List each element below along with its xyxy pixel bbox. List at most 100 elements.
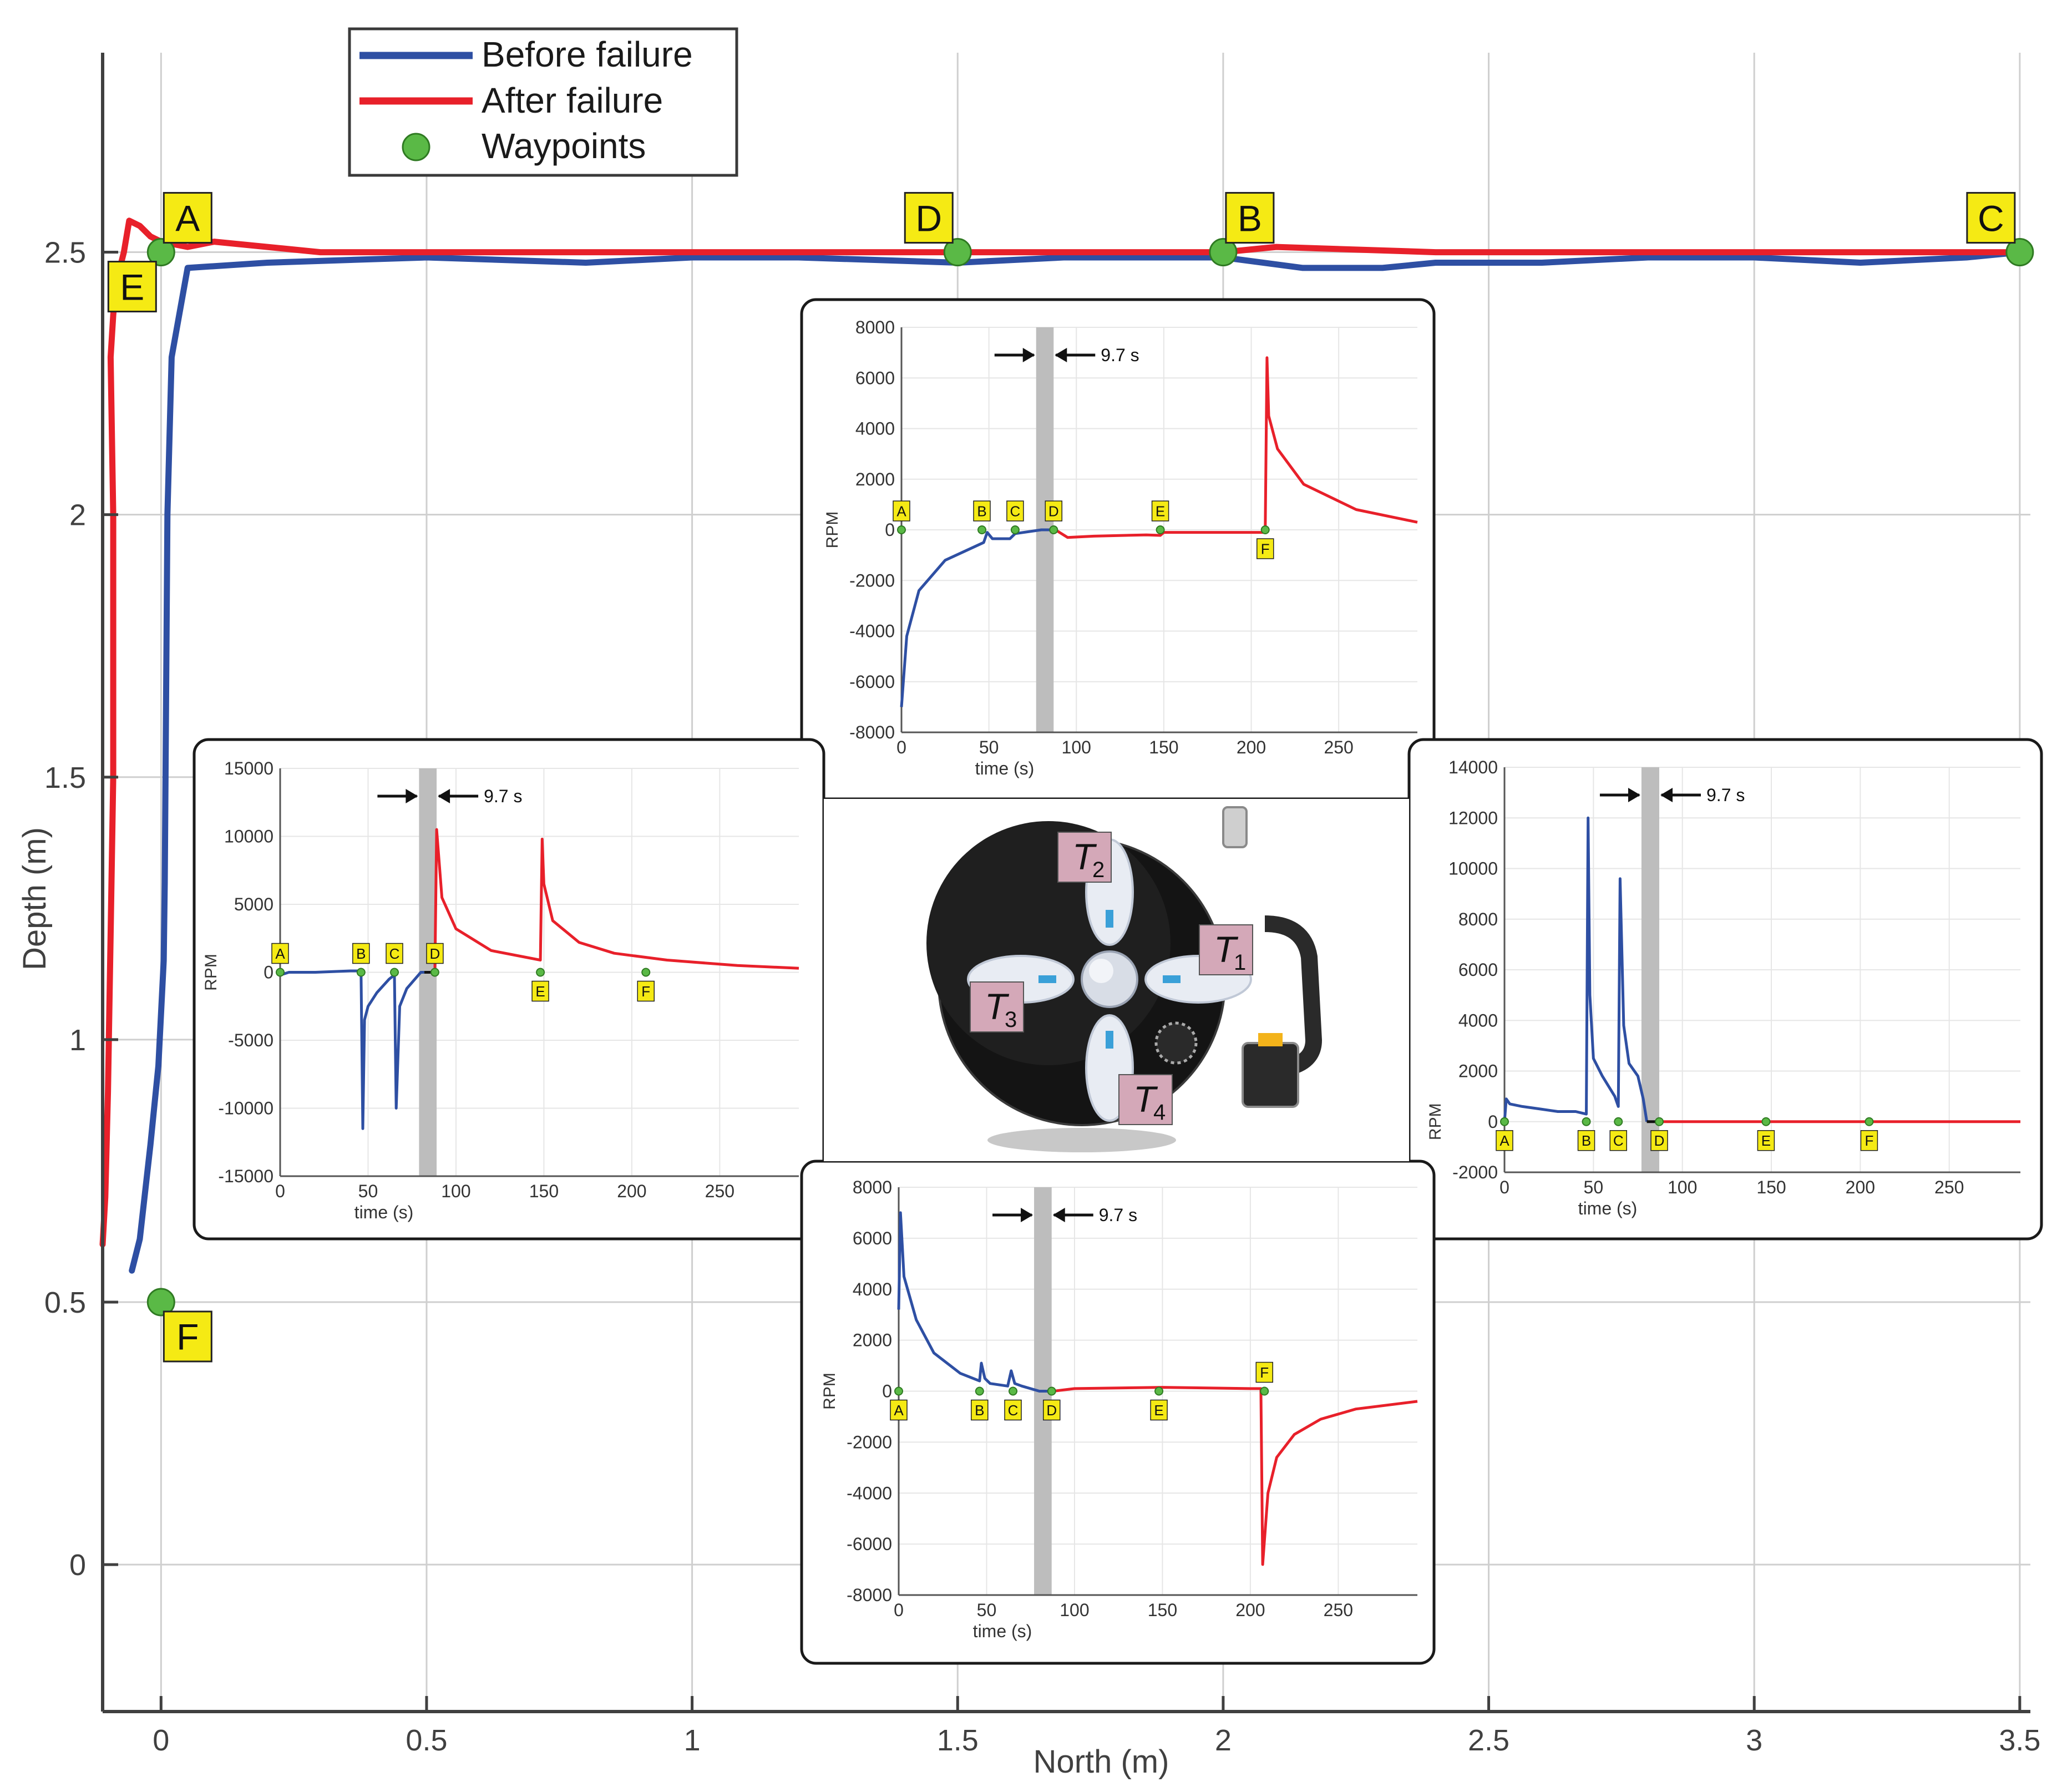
inset-panel-t4: 0 50 100 150 200 250 -8000 -6000 -4000 -2000 0 2000…: [800, 1160, 1436, 1665]
interval-arrowhead-right: [1052, 1208, 1065, 1222]
thruster-tag-letter: T: [1072, 836, 1097, 877]
interval-label: 9.7 s: [1099, 1205, 1137, 1225]
inset-waypoint-label-c-box: [386, 943, 403, 964]
inset-x-tick-label-4: 200: [1235, 1600, 1265, 1620]
inset-waypoint-label-a-text: A: [896, 503, 906, 519]
robot-bottom-shadow: [987, 1128, 1176, 1152]
x-tick-label-4: 2: [1215, 1724, 1232, 1757]
inset-waypoint-label-c: C: [1006, 500, 1024, 522]
inset-waypoint-label-d: D: [1042, 1399, 1061, 1421]
inset-waypoint-label-d-box: [1042, 1399, 1061, 1421]
thruster-prop-left: [1038, 975, 1056, 983]
waypoint-marker-f: [146, 1288, 175, 1317]
waypoint-label-c: C: [1966, 192, 2016, 244]
inset-x-tick-label-5: 250: [1324, 737, 1353, 757]
inset-waypoint-label-f: F: [1255, 1361, 1274, 1383]
inset-y-tick-label-8: 14000: [1448, 757, 1498, 777]
inset-y-label: RPM: [202, 954, 220, 991]
inset-waypoint-label-a-box: [1496, 1130, 1513, 1151]
waypoint-marker-d: [943, 238, 972, 267]
interval-arrowhead-left: [1021, 1208, 1034, 1222]
inset-waypoint-label-b-text: B: [1582, 1132, 1591, 1149]
inset-waypoint-label-a-text: A: [894, 1402, 904, 1419]
y-tick-label-1: 0.5: [44, 1286, 86, 1319]
waypoint-label-e-text: E: [120, 266, 144, 307]
inset-y-tick-label-2: 2000: [1458, 1061, 1498, 1081]
inset-waypoint-label-d: D: [426, 943, 444, 964]
waypoint-label-a-box: [163, 192, 212, 244]
interval-arrowhead-right: [438, 789, 450, 803]
thruster-tag-subscript: 1: [1234, 950, 1246, 975]
inset-y-tick-label-3: -2000: [847, 1432, 892, 1452]
inset-y-tick-label-1: 0: [1488, 1112, 1498, 1132]
inset-before-series: [900, 528, 1050, 707]
inset-waypoint-label-e-text: E: [1154, 1402, 1163, 1419]
legend-label-before: Before failure: [482, 34, 693, 74]
inset-waypoint-label-f: F: [1860, 1130, 1878, 1151]
waypoint-label-a-text: A: [175, 198, 200, 239]
inset-x-label: time (s): [973, 1621, 1032, 1641]
legend-label-waypoints: Waypoints: [482, 126, 646, 166]
x-tick-label-2: 1: [684, 1724, 701, 1757]
inset-y-tick-label-2: -4000: [849, 621, 895, 641]
inset-before-series: [897, 1211, 1048, 1393]
inset-x-tick-label-0: 0: [894, 1600, 904, 1620]
inset-waypoint-label-e-box: [531, 980, 549, 1002]
inset-waypoint-marker-b: [977, 525, 987, 534]
inset-y-tick-label-6: 15000: [224, 758, 273, 778]
inset-waypoint-marker-b: [975, 1386, 984, 1396]
inset-x-label: time (s): [354, 1202, 414, 1222]
x-tick-label-5: 2.5: [1468, 1724, 1509, 1757]
inset-waypoint-label-f-box: [1255, 1361, 1274, 1383]
thruster-tag-box: [1199, 924, 1253, 975]
inset-waypoint-marker-f: [1865, 1117, 1874, 1126]
inset-waypoint-marker-f: [641, 968, 651, 977]
inset-y-tick-label-3: 0: [264, 963, 273, 983]
inset-y-tick-label-7: 12000: [1448, 808, 1498, 828]
inset-waypoint-label-c-box: [1609, 1130, 1627, 1151]
inset-x-tick-label-3: 150: [1148, 1600, 1177, 1620]
x-tick-label-1: 0.5: [406, 1724, 447, 1757]
inset-y-tick-label-3: 4000: [1458, 1010, 1498, 1030]
interval-arrowhead-left: [1628, 788, 1640, 802]
inset-y-tick-label-5: 8000: [1458, 909, 1498, 929]
waypoint-label-f-box: [163, 1310, 212, 1363]
inset-waypoint-label-b-text: B: [975, 1402, 984, 1419]
thruster-tag-box: [1057, 832, 1112, 883]
inset-x-tick-label-0: 0: [896, 737, 906, 757]
inset-x-tick-label-4: 200: [1846, 1177, 1875, 1197]
inset-waypoint-marker-e: [536, 968, 545, 977]
inset-waypoint-marker-b: [356, 968, 366, 977]
thruster-tag-subscript: 3: [1005, 1008, 1017, 1032]
inset-y-tick-label-0: -8000: [849, 722, 895, 742]
inset-y-tick-label-8: 8000: [855, 317, 895, 337]
inset-waypoint-label-d-text: D: [1046, 1402, 1057, 1419]
inset-waypoint-label-b-box: [973, 500, 991, 522]
inset-waypoint-label-b-text: B: [977, 503, 986, 519]
inset-waypoint-marker-d: [1047, 1386, 1056, 1396]
inset-waypoint-marker-d: [1655, 1117, 1664, 1126]
inset-waypoint-label-b: B: [971, 1399, 989, 1421]
inset-waypoint-marker-d: [1049, 525, 1058, 534]
inset-waypoint-label-e-text: E: [1156, 503, 1165, 519]
thruster-tag-letter: T: [1214, 929, 1239, 970]
waypoint-marker-b: [1209, 238, 1238, 267]
inset-y-tick-label-6: 10000: [1448, 859, 1498, 879]
thruster-tag-box: [970, 981, 1024, 1032]
thruster-tag-t2: T2: [1057, 832, 1112, 883]
main-series: [99, 217, 2023, 1274]
inset-y-tick-label-6: 4000: [855, 419, 895, 439]
inset-y-tick-label-4: 0: [885, 520, 895, 540]
interval-arrowhead-left: [1022, 348, 1035, 362]
inset-waypoint-label-e-box: [1151, 500, 1169, 522]
inset-waypoint-label-e: E: [1150, 1399, 1168, 1421]
inset-x-tick-label-2: 100: [441, 1181, 470, 1201]
inset-y-tick-label-6: 4000: [853, 1279, 892, 1299]
thruster-prop-right: [1163, 975, 1181, 983]
y-tick-label-5: 2.5: [44, 236, 86, 270]
inset-y-tick-label-7: 6000: [855, 368, 895, 388]
inset-x-tick-label-3: 150: [529, 1181, 559, 1201]
robot-sensor-ring: [1154, 1021, 1198, 1065]
inset-waypoint-label-d-text: D: [430, 945, 440, 962]
legend-marker-waypoints: [402, 133, 430, 161]
